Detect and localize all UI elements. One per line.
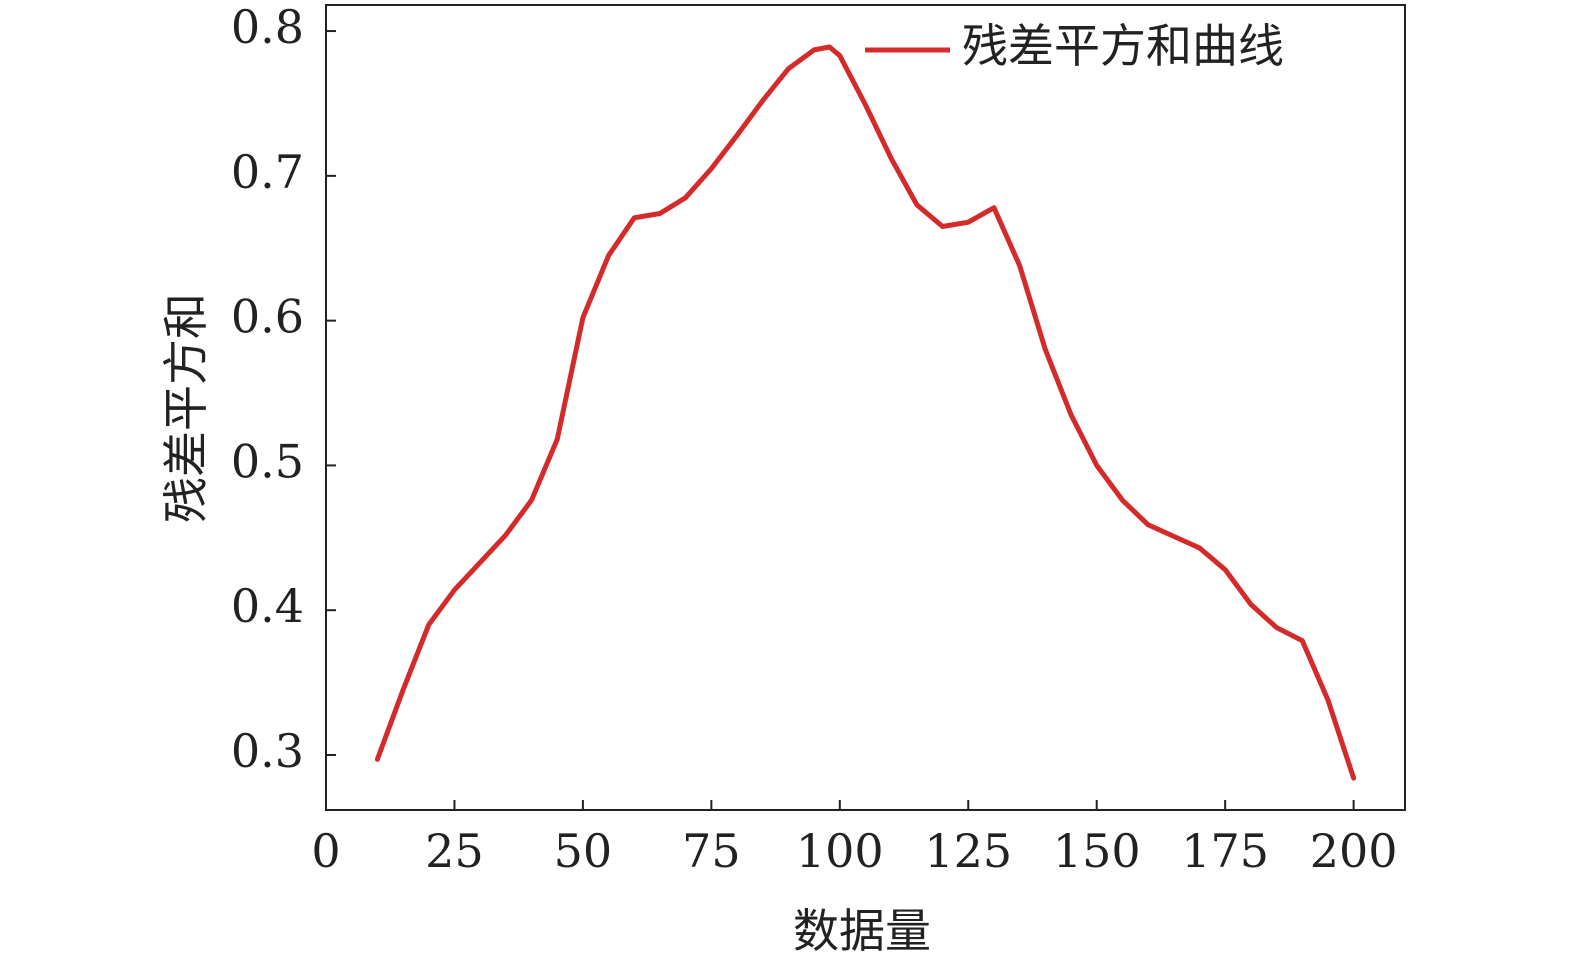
y-tick-label: 0.7 [231, 145, 304, 199]
data-line [374, 44, 1357, 781]
x-tick-label: 50 [554, 824, 613, 878]
x-tick-label: 150 [1053, 824, 1141, 878]
x-axis-label: 数据量 [793, 904, 931, 958]
y-tick-label: 0.4 [231, 579, 304, 633]
y-tick-label: 0.6 [231, 290, 304, 344]
plot-frame [325, 4, 1406, 811]
y-tick-label: 0.3 [231, 724, 304, 778]
y-tick-label: 0.5 [231, 434, 304, 488]
x-tick-label: 25 [425, 824, 484, 878]
x-tick-label: 0 [311, 824, 340, 878]
x-tick-label: 75 [682, 824, 741, 878]
legend-label: 残差平方和曲线 [962, 19, 1284, 73]
x-tick-label: 100 [796, 824, 884, 878]
x-tick-label: 125 [924, 824, 1012, 878]
x-tick-label: 175 [1181, 824, 1269, 878]
x-tick-label: 200 [1310, 824, 1398, 878]
y-tick-label: 0.8 [231, 0, 304, 54]
y-axis-label: 残差平方和 [159, 293, 213, 523]
